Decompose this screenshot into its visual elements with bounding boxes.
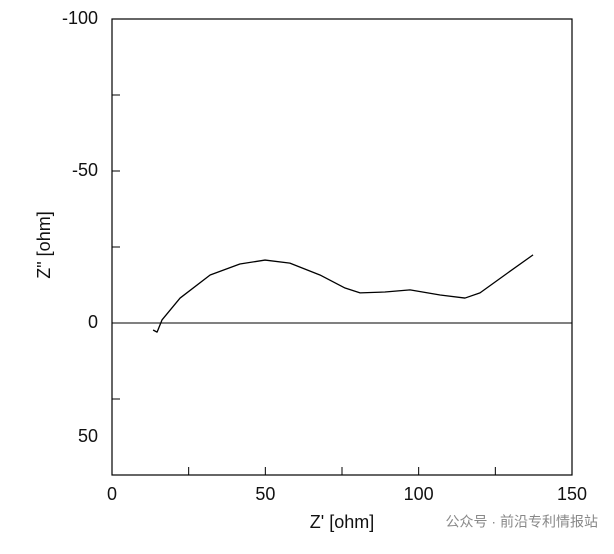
y-axis-title: Z" [ohm] [34, 211, 54, 278]
y-tick-label: 50 [78, 426, 98, 446]
y-tick-label: -100 [62, 8, 98, 28]
watermark: 公众号 · 前沿专利情报站 [446, 514, 598, 530]
y-tick-label: 0 [88, 312, 98, 332]
x-axis-title: Z' [ohm] [310, 512, 374, 532]
data-line [152, 254, 534, 333]
x-tick-label: 50 [255, 484, 275, 504]
x-tick-label: 100 [404, 484, 434, 504]
y-tick-label: -50 [72, 160, 98, 180]
x-tick-label: 0 [107, 484, 117, 504]
plot-frame [111, 18, 573, 476]
x-tick-label: 150 [557, 484, 587, 504]
